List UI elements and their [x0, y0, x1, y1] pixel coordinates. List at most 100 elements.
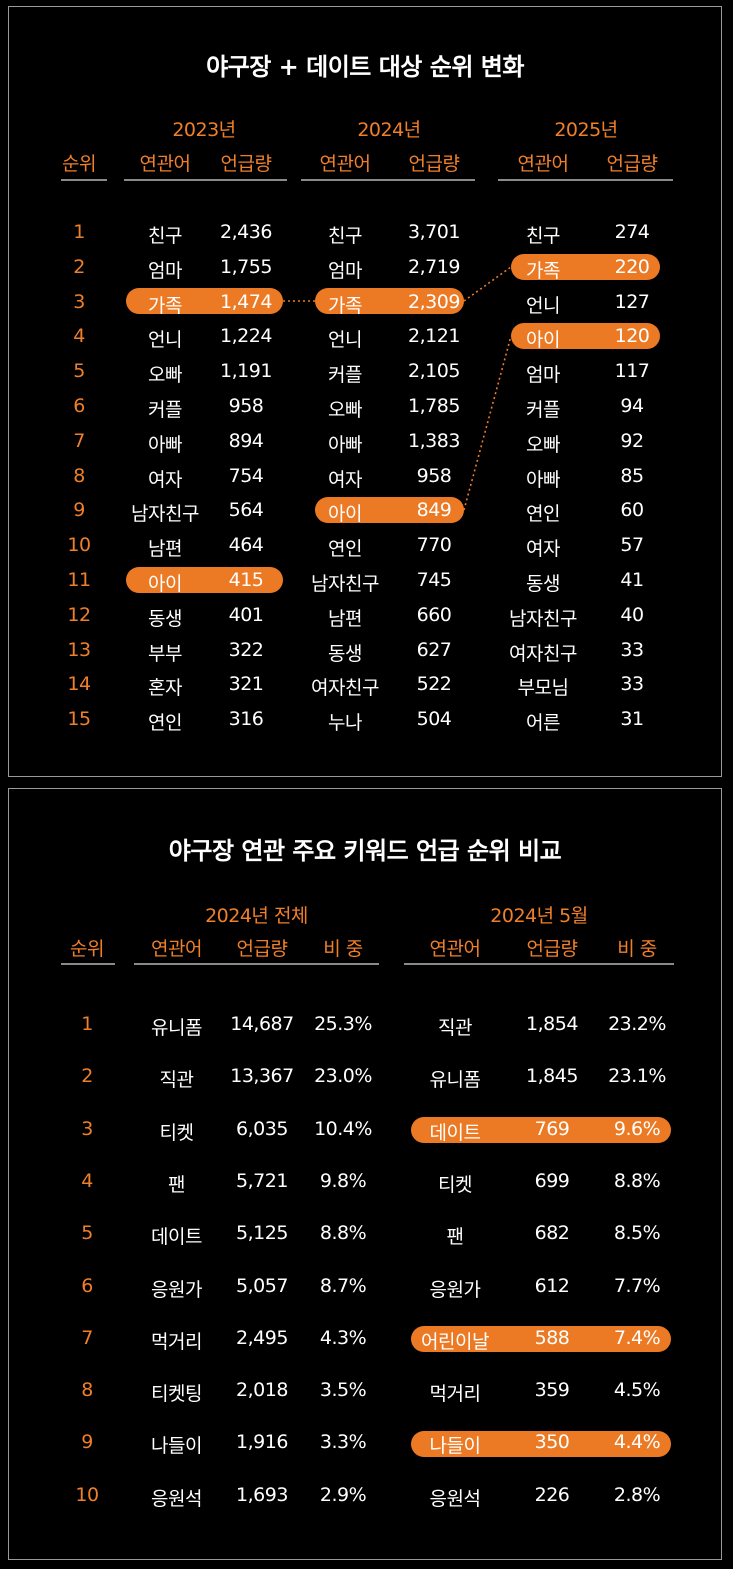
keyword-cell: 유니폼	[151, 1017, 202, 1039]
keyword-cell: 동생	[526, 573, 560, 595]
share-cell: 8.8%	[613, 1170, 661, 1192]
year-2025-header: 2025년	[554, 119, 618, 141]
count-cell: 92	[620, 430, 644, 452]
keyword-cell: 동생	[148, 608, 182, 630]
keyword-cell: 오빠	[526, 434, 560, 456]
count-cell: 2,018	[236, 1379, 288, 1401]
count-header: 언급량	[408, 153, 460, 175]
count-cell: 31	[620, 708, 644, 730]
ranking-change-title: 야구장 + 데이트 대상 순위 변화	[206, 53, 524, 81]
count-cell: 754	[228, 465, 264, 487]
keyword-cell: 커플	[328, 364, 362, 386]
keyword-cell: 여자친구	[311, 677, 379, 699]
count-cell: 588	[534, 1327, 570, 1349]
keyword-cell: 엄마	[148, 260, 182, 282]
header-underline	[61, 179, 107, 181]
rank-header: 순위	[70, 938, 104, 960]
rank-number: 1	[73, 221, 85, 243]
rank-number: 12	[67, 604, 91, 626]
rank-number: 2	[73, 256, 85, 278]
count-header: 언급량	[606, 153, 658, 175]
share-cell: 10.4%	[314, 1118, 372, 1140]
count-cell: 770	[416, 534, 452, 556]
count-cell: 5,125	[236, 1222, 288, 1244]
count-cell: 1,474	[220, 291, 272, 313]
keyword-cell: 팬	[446, 1226, 464, 1248]
keyword-cell: 가족	[526, 260, 560, 282]
count-header: 언급량	[526, 938, 578, 960]
keyword-header: 연관어	[151, 938, 202, 960]
keyword-cell: 응원석	[151, 1488, 202, 1510]
keyword-cell: 티켓팅	[151, 1383, 202, 1405]
keyword-cell: 가족	[148, 295, 182, 317]
rank-number: 3	[81, 1118, 93, 1140]
keyword-cell: 아이	[526, 329, 560, 351]
rank-number: 6	[73, 395, 85, 417]
keyword-cell: 연인	[328, 538, 362, 560]
count-cell: 699	[534, 1170, 570, 1192]
count-cell: 849	[416, 499, 452, 521]
count-header: 언급량	[236, 938, 288, 960]
count-cell: 120	[614, 325, 650, 347]
highlight-childrens-day-may	[411, 1326, 671, 1352]
count-cell: 117	[614, 360, 650, 382]
count-cell: 5,057	[236, 1275, 288, 1297]
count-cell: 1,224	[220, 325, 272, 347]
count-cell: 1,854	[526, 1013, 578, 1035]
count-cell: 94	[620, 395, 644, 417]
keyword-cell: 아이	[328, 503, 362, 525]
count-cell: 2,495	[236, 1327, 288, 1349]
share-cell: 3.3%	[319, 1431, 367, 1453]
header-underline	[498, 179, 673, 181]
keyword-cell: 동생	[328, 643, 362, 665]
keyword-cell: 유니폼	[429, 1069, 481, 1091]
count-cell: 1,383	[408, 430, 460, 452]
keyword-header: 연관어	[517, 153, 569, 175]
keyword-cell: 남자친구	[509, 608, 577, 630]
keyword-cell: 티켓	[159, 1122, 194, 1144]
keyword-cell: 나들이	[429, 1435, 481, 1457]
count-cell: 5,721	[236, 1170, 288, 1192]
count-cell: 316	[228, 708, 264, 730]
rank-number: 7	[73, 430, 85, 452]
count-cell: 13,367	[230, 1065, 294, 1087]
keyword-cell: 데이트	[429, 1122, 481, 1144]
count-cell: 958	[228, 395, 264, 417]
rank-number: 15	[67, 708, 91, 730]
keyword-cell: 응원가	[429, 1279, 481, 1301]
group-2024-may-header: 2024년 5월	[490, 905, 588, 927]
rank-number: 7	[81, 1327, 93, 1349]
keyword-cell: 엄마	[526, 364, 560, 386]
keyword-cell: 팬	[168, 1174, 185, 1196]
keyword-cell: 여자	[328, 469, 362, 491]
rank-header: 순위	[62, 153, 96, 175]
share-cell: 23.2%	[608, 1013, 666, 1035]
count-cell: 464	[228, 534, 264, 556]
count-cell: 682	[534, 1222, 570, 1244]
keyword-cell: 어린이날	[421, 1331, 489, 1353]
header-underline	[124, 179, 287, 181]
keyword-cell: 오빠	[328, 399, 362, 421]
keyword-cell: 여자	[526, 538, 560, 560]
keyword-cell: 부부	[148, 643, 182, 665]
rank-number: 5	[81, 1222, 93, 1244]
share-cell: 8.5%	[613, 1222, 661, 1244]
share-cell: 4.3%	[319, 1327, 367, 1349]
keyword-cell: 혼자	[148, 677, 182, 699]
keyword-cell: 여자	[148, 469, 182, 491]
share-header: 비 중	[617, 938, 657, 960]
count-cell: 958	[416, 465, 452, 487]
highlight-child-2024	[315, 497, 464, 523]
keyword-cell: 남자친구	[131, 503, 199, 525]
keyword-cell: 아이	[148, 573, 182, 595]
keyword-cell: 엄마	[328, 260, 362, 282]
share-cell: 4.4%	[613, 1431, 661, 1453]
keyword-cell: 먹거리	[429, 1383, 481, 1405]
count-cell: 769	[534, 1118, 570, 1140]
count-cell: 1,755	[220, 256, 272, 278]
count-cell: 14,687	[230, 1013, 294, 1035]
keyword-cell: 언니	[148, 329, 182, 351]
rank-number: 9	[73, 499, 85, 521]
keyword-cell: 남편	[328, 608, 362, 630]
rank-number: 6	[81, 1275, 93, 1297]
